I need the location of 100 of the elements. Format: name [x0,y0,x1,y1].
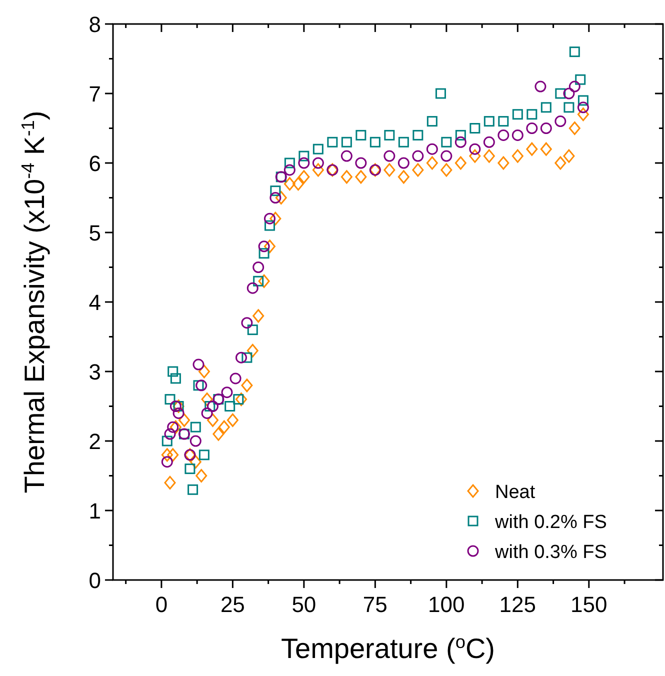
point [484,116,494,127]
point [312,157,324,169]
point [398,157,410,169]
point [412,150,424,162]
point [440,163,452,177]
point [270,212,282,226]
point [412,163,424,177]
point [356,130,366,140]
x-axis-title: Temperature ($^{o}$C) [281,632,495,664]
point [563,88,575,100]
point [246,282,258,294]
y-tick-label: 5 [88,220,101,246]
point [198,364,210,378]
point [554,156,566,170]
point [235,352,247,364]
point [172,407,184,419]
point [568,122,580,135]
point [426,143,438,155]
point [258,240,270,252]
point [275,191,287,204]
point [340,170,352,184]
point [258,274,270,288]
point [563,149,575,163]
point [526,142,538,156]
point [370,136,380,148]
point [327,136,338,148]
point [226,413,238,427]
point [270,186,281,196]
point [512,129,524,141]
x-tick-label: 25 [220,592,245,617]
y-tick-label: 4 [88,290,101,315]
point [167,421,179,433]
point [470,123,480,134]
point [483,149,495,163]
point [168,366,178,377]
point [298,170,310,184]
point [184,464,196,474]
point [412,130,424,140]
y-tick-label: 8 [88,12,101,37]
point [284,177,296,191]
point [355,157,367,169]
legend-label: with 0.3% FS [494,542,607,563]
x-tick-label: 150 [570,592,608,617]
point [264,212,276,224]
x-tick-label: 125 [499,592,536,617]
point [164,476,176,490]
y-tick-label: 7 [88,82,101,106]
point [540,142,552,156]
point [298,157,310,169]
point [204,401,216,412]
point [190,455,202,469]
point [201,407,213,419]
point [384,163,396,177]
point [312,144,324,154]
point [241,317,253,329]
point [284,158,295,168]
point [192,358,204,370]
point [340,150,352,162]
y-tick-label: 1 [88,498,101,524]
point [170,420,182,434]
point [555,88,566,99]
point [577,102,589,114]
point [564,102,574,113]
point [454,136,466,148]
point [284,164,296,176]
point [198,450,210,460]
point [201,392,213,406]
point [190,422,201,432]
point [264,240,276,254]
point [221,386,233,398]
point [178,413,190,427]
point [190,435,202,447]
point [242,352,252,363]
x-tick-label: 0 [155,592,168,617]
point [167,448,179,462]
point [312,163,324,177]
point [212,427,224,441]
point [206,400,218,412]
point [188,484,198,495]
point [483,136,495,148]
point [469,143,481,155]
point [235,392,247,406]
point [455,130,466,140]
point [298,150,310,162]
point [577,108,589,122]
point [454,156,466,170]
point [569,46,580,58]
x-tick-label: 50 [292,592,316,617]
point [568,80,580,92]
point [170,400,182,412]
point [218,420,230,434]
point [206,413,218,427]
point [441,136,452,148]
point [164,394,176,405]
point [426,116,438,127]
point [498,116,509,127]
point [292,177,304,191]
point [246,344,258,358]
point [341,136,352,148]
point [196,469,208,482]
